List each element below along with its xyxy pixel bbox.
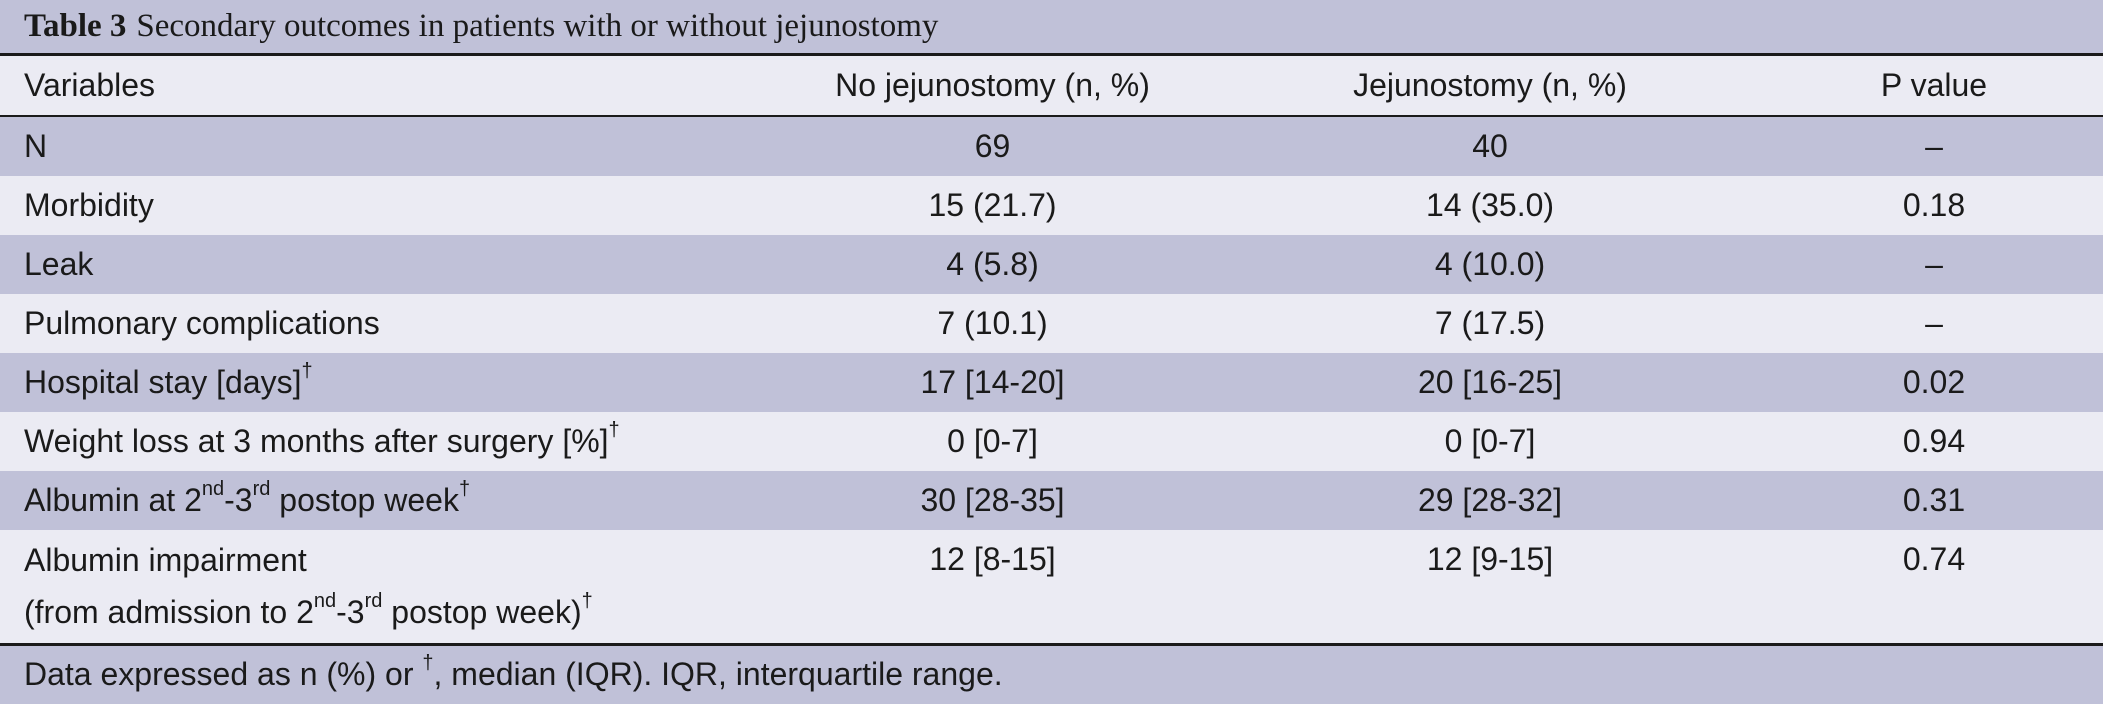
row-variable-post: postop week	[270, 482, 459, 518]
footnote-pre: Data expressed as n (%) or	[24, 656, 423, 692]
dagger-mark: †	[422, 652, 434, 675]
col-header-p-value: P value	[1765, 56, 2103, 117]
row-variable-cell: Albumin impairment (from admission to 2nd…	[0, 530, 770, 644]
row-jejunostomy: 7 (17.5)	[1215, 294, 1765, 353]
col-header-variables: Variables	[0, 56, 770, 117]
row-variable-line2: (from admission to 2nd-3rd postop week)†	[24, 586, 770, 638]
row-variable: N	[0, 116, 770, 176]
row-variable-pre: Albumin at 2	[24, 482, 202, 518]
row-no-jejunostomy: 69	[770, 116, 1215, 176]
row-p-value: 0.74	[1765, 530, 2103, 644]
ordinal-suffix: nd	[313, 590, 337, 613]
row-no-jejunostomy: 0 [0-7]	[770, 412, 1215, 471]
table-title: Secondary outcomes in patients with or w…	[136, 8, 939, 44]
row-p-value: –	[1765, 235, 2103, 294]
table-footnote: Data expressed as n (%) or †, median (IQ…	[0, 643, 2103, 704]
ordinal-suffix: rd	[364, 590, 383, 613]
footnote-post: , median (IQR). IQR, interquartile range…	[433, 656, 1003, 692]
row-no-jejunostomy: 7 (10.1)	[770, 294, 1215, 353]
row-variable: Leak	[0, 235, 770, 294]
col-header-jejunostomy: Jejunostomy (n, %)	[1215, 56, 1765, 117]
row-jejunostomy: 14 (35.0)	[1215, 176, 1765, 235]
dagger-mark: †	[581, 590, 593, 613]
col-header-no-jejunostomy: No jejunostomy (n, %)	[770, 56, 1215, 117]
table-row: Hospital stay [days]† 17 [14-20] 20 [16-…	[0, 353, 2103, 412]
table-row: Morbidity 15 (21.7) 14 (35.0) 0.18	[0, 176, 2103, 235]
row-variable-line2-mid: -3	[336, 594, 365, 630]
row-variable-line2-pre: (from admission to 2	[24, 594, 314, 630]
table-row: Leak 4 (5.8) 4 (10.0) –	[0, 235, 2103, 294]
table-row: Pulmonary complications 7 (10.1) 7 (17.5…	[0, 294, 2103, 353]
dagger-mark: †	[608, 419, 620, 442]
ordinal-suffix: rd	[252, 478, 271, 501]
row-jejunostomy: 29 [28-32]	[1215, 471, 1765, 530]
row-variable: Hospital stay [days]	[24, 364, 302, 400]
row-p-value: 0.18	[1765, 176, 2103, 235]
row-jejunostomy: 12 [9-15]	[1215, 530, 1765, 644]
table-label: Table 3	[24, 8, 127, 44]
row-no-jejunostomy: 17 [14-20]	[770, 353, 1215, 412]
row-variable-line1: Albumin impairment	[24, 542, 307, 578]
header-row: Variables No jejunostomy (n, %) Jejunost…	[0, 56, 2103, 117]
row-jejunostomy: 20 [16-25]	[1215, 353, 1765, 412]
row-no-jejunostomy: 30 [28-35]	[770, 471, 1215, 530]
row-p-value: –	[1765, 294, 2103, 353]
row-p-value: 0.94	[1765, 412, 2103, 471]
row-jejunostomy: 40	[1215, 116, 1765, 176]
dagger-mark: †	[458, 478, 471, 501]
row-jejunostomy: 0 [0-7]	[1215, 412, 1765, 471]
table-row: N 69 40 –	[0, 116, 2103, 176]
row-no-jejunostomy: 12 [8-15]	[770, 530, 1215, 644]
table-row: Albumin impairment (from admission to 2nd…	[0, 530, 2103, 644]
row-variable: Morbidity	[0, 176, 770, 235]
row-p-value: 0.02	[1765, 353, 2103, 412]
table-row: Albumin at 2nd-3rd postop week† 30 [28-3…	[0, 471, 2103, 530]
table-caption: Table 3 Secondary outcomes in patients w…	[0, 0, 2103, 56]
row-variable-cell: Weight loss at 3 months after surgery [%…	[0, 412, 770, 471]
row-variable-line2-post: postop week)	[382, 594, 582, 630]
row-variable-cell: Albumin at 2nd-3rd postop week†	[0, 471, 770, 530]
dagger-mark: †	[301, 360, 313, 383]
row-jejunostomy: 4 (10.0)	[1215, 235, 1765, 294]
row-p-value: –	[1765, 116, 2103, 176]
ordinal-suffix: nd	[201, 478, 225, 501]
row-no-jejunostomy: 15 (21.7)	[770, 176, 1215, 235]
row-variable: Pulmonary complications	[0, 294, 770, 353]
row-variable: Weight loss at 3 months after surgery [%…	[24, 423, 609, 459]
row-p-value: 0.31	[1765, 471, 2103, 530]
row-variable-mid: -3	[224, 482, 253, 518]
row-no-jejunostomy: 4 (5.8)	[770, 235, 1215, 294]
row-variable-cell: Hospital stay [days]†	[0, 353, 770, 412]
outcomes-table: Variables No jejunostomy (n, %) Jejunost…	[0, 56, 2103, 644]
table-row: Weight loss at 3 months after surgery [%…	[0, 412, 2103, 471]
